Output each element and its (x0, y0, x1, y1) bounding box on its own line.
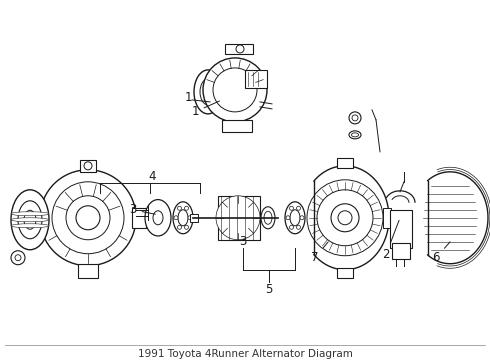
Circle shape (188, 216, 192, 220)
Circle shape (177, 225, 181, 229)
Circle shape (40, 170, 136, 266)
Ellipse shape (18, 201, 42, 239)
Circle shape (349, 112, 361, 124)
Text: 3: 3 (129, 203, 155, 216)
Ellipse shape (261, 207, 275, 229)
Circle shape (300, 216, 304, 220)
Ellipse shape (204, 85, 212, 98)
Circle shape (296, 206, 300, 210)
Bar (132, 208, 146, 228)
Circle shape (174, 216, 178, 220)
Circle shape (286, 216, 290, 220)
Circle shape (236, 45, 244, 53)
Ellipse shape (178, 210, 188, 226)
Bar (390, 210, 412, 248)
Ellipse shape (11, 190, 49, 250)
Ellipse shape (11, 212, 49, 216)
Circle shape (213, 68, 257, 112)
Circle shape (11, 251, 25, 265)
Circle shape (296, 225, 300, 229)
Circle shape (84, 162, 92, 170)
Circle shape (76, 206, 100, 230)
Circle shape (203, 58, 267, 122)
Text: 1991 Toyota 4Runner Alternator Diagram: 1991 Toyota 4Runner Alternator Diagram (138, 348, 352, 359)
Ellipse shape (264, 211, 272, 224)
Text: 1: 1 (191, 101, 220, 118)
Text: 6: 6 (432, 242, 450, 264)
Circle shape (15, 255, 21, 261)
Bar (80, 160, 96, 172)
Circle shape (216, 196, 260, 240)
Circle shape (177, 206, 181, 210)
Circle shape (290, 206, 294, 210)
Circle shape (352, 115, 358, 121)
Text: 3: 3 (239, 235, 246, 248)
Text: 1: 1 (184, 91, 192, 104)
Bar (222, 120, 252, 132)
Ellipse shape (173, 202, 193, 234)
Bar (383, 208, 391, 228)
Circle shape (223, 203, 253, 233)
Circle shape (185, 225, 189, 229)
Bar (218, 196, 260, 240)
Ellipse shape (11, 224, 49, 228)
Bar (337, 158, 353, 168)
Text: 4: 4 (148, 170, 156, 183)
Ellipse shape (153, 211, 163, 225)
Ellipse shape (285, 202, 305, 234)
Text: 2: 2 (382, 220, 399, 261)
Circle shape (52, 182, 124, 254)
Circle shape (185, 206, 189, 210)
Circle shape (66, 196, 110, 240)
Ellipse shape (24, 210, 36, 229)
Bar (392, 243, 410, 259)
Bar (245, 70, 267, 88)
Ellipse shape (351, 133, 359, 137)
Text: 7: 7 (311, 242, 328, 264)
Ellipse shape (200, 79, 216, 105)
Bar (190, 214, 198, 222)
Circle shape (290, 225, 294, 229)
Bar (78, 264, 98, 278)
Ellipse shape (290, 210, 300, 226)
Bar (225, 44, 253, 54)
Ellipse shape (194, 70, 222, 114)
Bar (337, 268, 353, 278)
Text: 5: 5 (265, 283, 273, 296)
Ellipse shape (349, 131, 361, 139)
Ellipse shape (11, 218, 49, 222)
Ellipse shape (145, 199, 171, 236)
